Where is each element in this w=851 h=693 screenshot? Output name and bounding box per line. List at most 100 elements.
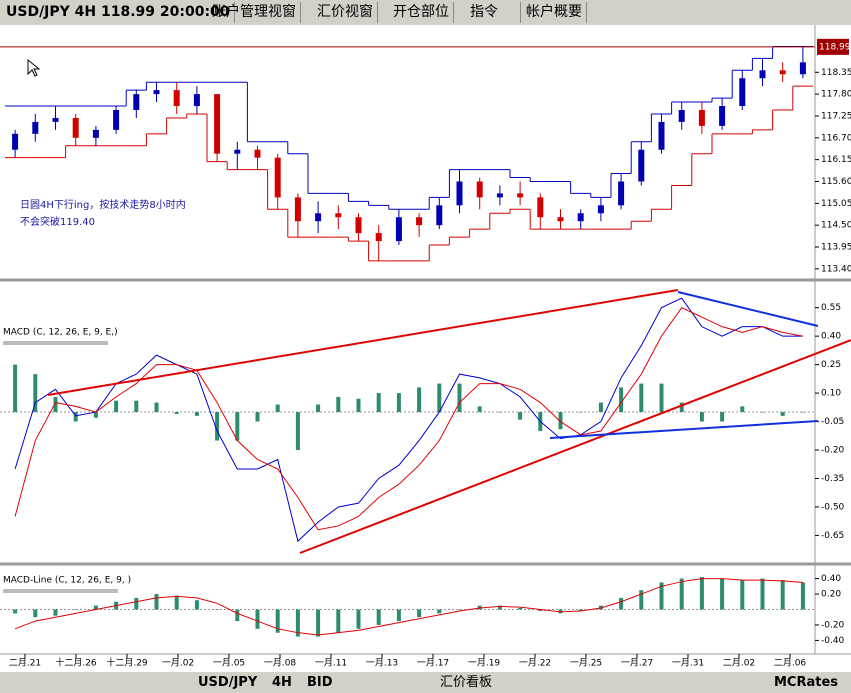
histogram-bar: [376, 609, 381, 625]
symbol-select[interactable]: USD/JPY: [198, 675, 258, 690]
candle-body: [92, 129, 99, 138]
candle-body: [355, 217, 362, 234]
tab[interactable]: 开仓部位: [389, 2, 454, 23]
x-tick-label: 二月.02: [723, 658, 755, 669]
x-tick-label: 二月.21: [9, 658, 41, 669]
histogram-bar: [194, 600, 199, 610]
histogram-bar: [73, 412, 78, 422]
histogram-bar: [255, 609, 260, 629]
histogram-bar: [720, 412, 725, 422]
histogram-bar: [800, 582, 805, 610]
histogram-bar: [679, 578, 684, 610]
histogram-bar: [114, 400, 119, 413]
y-tick-label: 0.25: [821, 360, 841, 370]
candle-body: [759, 70, 766, 79]
candle-body: [779, 70, 786, 75]
y-tick-label: -0.05: [821, 417, 844, 427]
histogram-bar: [53, 609, 58, 616]
y-tick-label: 113.95: [821, 243, 851, 253]
candle-body: [315, 213, 322, 222]
board-button[interactable]: 汇价看板: [440, 675, 493, 690]
histogram-bar: [619, 597, 624, 610]
candle-body: [739, 78, 746, 107]
period-select[interactable]: 4H: [272, 675, 292, 690]
histogram-bar: [53, 396, 58, 413]
candle-body: [496, 193, 503, 198]
price-label-box: [817, 38, 849, 55]
histogram-bar: [417, 609, 422, 618]
histogram-bar: [13, 609, 18, 614]
histogram-bar: [33, 374, 38, 413]
candle-body: [254, 149, 261, 158]
indicator-line: [14, 307, 803, 531]
tab[interactable]: 账户管理视窗: [208, 2, 301, 23]
trend-line: [47, 289, 679, 396]
x-tick-label: 一月.31: [672, 658, 704, 669]
candle-body: [638, 149, 645, 182]
candle-body: [597, 205, 604, 214]
x-tick-label: 一月.05: [213, 658, 245, 669]
indicator-label: MACD-Line (C, 12, 26, E, 9, ): [3, 576, 131, 586]
tab[interactable]: 汇价视窗: [313, 2, 378, 23]
x-tick-label: 一月.08: [264, 658, 297, 669]
indicator-label-bar: [3, 341, 108, 345]
candle-body: [678, 110, 685, 122]
y-tick-label: -0.20: [821, 620, 845, 630]
candle-body: [698, 110, 705, 126]
indicator-line: [14, 297, 803, 543]
histogram-bar: [538, 609, 543, 612]
source-select[interactable]: MCRates: [774, 675, 839, 690]
candle-body: [294, 197, 301, 222]
y-tick-label: 0.55: [821, 303, 841, 313]
x-tick-label: 一月.22: [519, 658, 551, 669]
histogram-bar: [780, 580, 785, 610]
histogram-bar: [93, 412, 98, 418]
histogram-bar: [497, 412, 502, 413]
candle-body: [12, 133, 19, 150]
x-tick-label: 一月.17: [417, 658, 449, 669]
y-tick-label: 115.05: [821, 199, 851, 209]
candle-body: [456, 181, 463, 206]
tab[interactable]: 指令: [466, 2, 521, 23]
histogram-bar: [699, 577, 704, 610]
histogram-bar: [396, 393, 401, 413]
candle-body: [557, 217, 564, 222]
histogram-bar: [93, 605, 98, 610]
indicator-line: [14, 578, 803, 636]
annotation: 不会突破119.40: [20, 215, 95, 228]
histogram-bar: [497, 605, 502, 610]
candle-body: [618, 181, 625, 206]
histogram-bar: [619, 387, 624, 413]
histogram-bar: [760, 578, 765, 610]
histogram-bar: [316, 609, 321, 637]
histogram-bar: [154, 594, 159, 610]
candle-body: [517, 193, 524, 198]
candle-body: [153, 90, 160, 95]
histogram-bar: [336, 609, 341, 633]
y-tick-label: -0.20: [821, 446, 845, 456]
histogram-bar: [699, 412, 704, 422]
histogram-bar: [417, 387, 422, 413]
histogram-bar: [174, 412, 179, 414]
histogram-bar: [255, 412, 260, 422]
y-tick-label: 115.60: [821, 177, 851, 187]
chart: 118.35 117.80 117.25 116.70 116.15 115.60 115.…: [0, 25, 851, 672]
x-tick-label: 十二月.29: [106, 657, 148, 669]
y-tick-label: 117.25: [821, 111, 851, 121]
histogram-bar: [477, 406, 482, 413]
x-tick-label: 一月.13: [366, 658, 398, 669]
tab[interactable]: 帐户概要: [522, 2, 587, 23]
candle-body: [173, 90, 180, 107]
histogram-bar: [235, 609, 240, 622]
y-tick-label: 0.10: [821, 389, 841, 399]
y-tick-label: 113.40: [821, 264, 851, 274]
y-tick-label: 117.80: [821, 90, 851, 100]
candle-body: [799, 62, 806, 75]
x-tick-label: 十二月.26: [55, 657, 97, 669]
trend-line: [677, 291, 819, 327]
side-select[interactable]: BID: [307, 675, 333, 690]
histogram-bar: [518, 607, 523, 610]
histogram-bar: [578, 412, 583, 413]
annotation-box: [16, 196, 224, 236]
histogram-bar: [33, 609, 38, 618]
